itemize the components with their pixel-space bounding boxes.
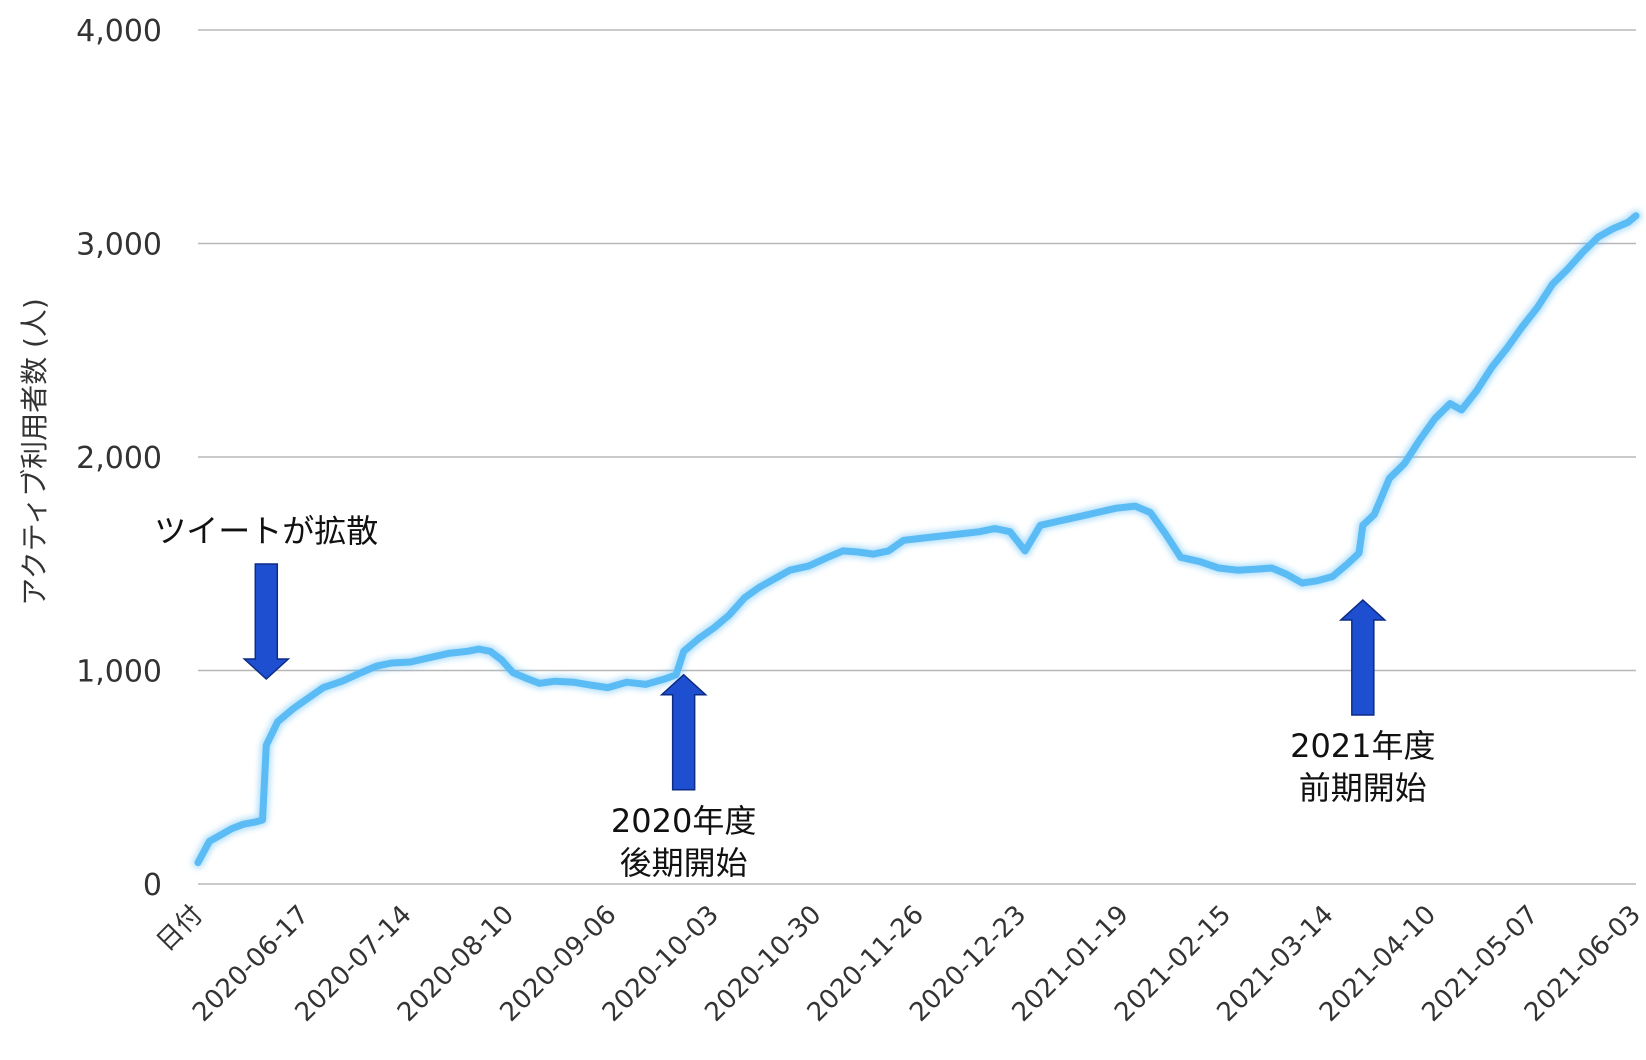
y-axis-ticks: 0 1,000 2,000 3,000 4,000 xyxy=(76,14,162,903)
x-tick-label: 日付 xyxy=(151,900,209,958)
annotation-text: ツイートが拡散 xyxy=(154,512,378,550)
annotation-text: 前期開始 xyxy=(1299,769,1427,807)
y-tick-label: 4,000 xyxy=(76,14,162,49)
annotation-text: 2020年度 xyxy=(611,802,756,840)
annotation-text: 後期開始 xyxy=(620,844,748,882)
x-axis-ticks: 日付2020-06-172020-07-142020-08-102020-09-… xyxy=(151,900,1646,1028)
annotation-text: 2021年度 xyxy=(1290,727,1435,765)
annotation: ツイートが拡散 xyxy=(154,512,378,681)
y-tick-label: 3,000 xyxy=(76,228,162,263)
annotation-arrow xyxy=(242,563,291,681)
y-tick-label: 0 xyxy=(143,868,162,903)
annotation-arrow xyxy=(1338,599,1387,716)
series-layer xyxy=(192,209,1642,869)
annotation-arrow xyxy=(659,673,708,791)
y-tick-label: 1,000 xyxy=(76,655,162,690)
y-axis-label: アクティブ利用者数 (人) xyxy=(18,298,51,606)
series-line xyxy=(194,212,1640,867)
y-tick-label: 2,000 xyxy=(76,441,162,476)
gridlines xyxy=(198,29,1636,885)
